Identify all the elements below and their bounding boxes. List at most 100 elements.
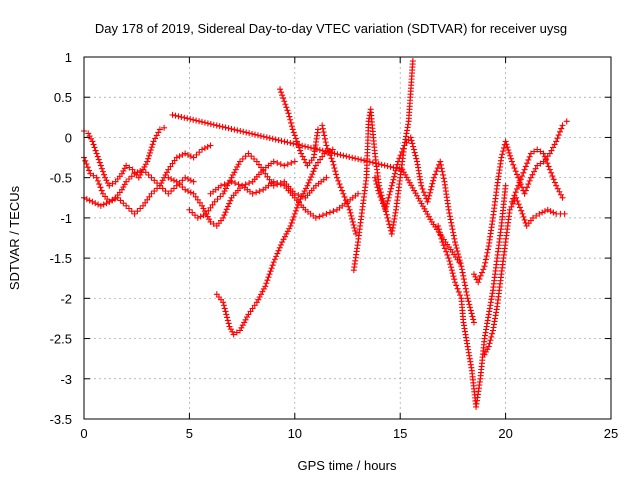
data-point (96, 181, 103, 188)
data-point (121, 165, 128, 172)
data-point (339, 187, 346, 194)
data-point (500, 144, 507, 151)
data-point (206, 216, 213, 223)
data-point (524, 160, 531, 167)
data-marks (81, 58, 570, 410)
data-point (221, 188, 228, 195)
data-point (292, 135, 299, 142)
data-point (323, 210, 330, 217)
data-point (137, 205, 144, 212)
data-point (290, 140, 297, 147)
data-point (184, 115, 191, 122)
y-tick-label: -2 (60, 291, 72, 306)
data-point (410, 146, 417, 153)
data-point (210, 220, 217, 227)
data-point (277, 181, 284, 188)
data-point (407, 134, 414, 141)
data-point (295, 192, 302, 199)
data-point (374, 184, 381, 191)
y-tick-label: 0 (65, 130, 72, 145)
data-point (288, 123, 295, 130)
y-tick-label: -3 (60, 372, 72, 387)
data-point (165, 166, 172, 173)
data-point (541, 153, 548, 160)
data-point (346, 153, 353, 160)
data-point (551, 141, 558, 148)
data-point (232, 166, 239, 173)
data-point (410, 143, 417, 150)
data-point (481, 351, 488, 358)
data-point (104, 180, 111, 187)
data-point (222, 209, 229, 216)
data-point (361, 157, 368, 164)
data-point (393, 165, 400, 172)
data-point (248, 153, 255, 160)
data-point (391, 170, 398, 177)
data-point (319, 122, 326, 129)
data-point (223, 311, 230, 318)
data-point (447, 261, 454, 268)
data-point (217, 193, 224, 200)
data-point (170, 177, 177, 184)
data-point (219, 123, 226, 130)
data-point (194, 196, 201, 203)
data-point (337, 184, 344, 191)
data-point (209, 201, 216, 208)
data-point (476, 276, 483, 283)
data-point (553, 138, 560, 145)
data-point (103, 200, 110, 207)
data-point (475, 279, 482, 286)
data-point (277, 161, 284, 168)
data-point (468, 310, 475, 317)
data-point (430, 174, 437, 181)
data-point (93, 150, 100, 157)
data-point (83, 160, 90, 167)
data-point (246, 130, 253, 137)
data-point (196, 199, 203, 206)
data-point (142, 199, 149, 206)
data-point (484, 249, 491, 256)
data-point (140, 166, 147, 173)
data-point (192, 193, 199, 200)
data-point (522, 163, 529, 170)
data-point (269, 262, 276, 269)
data-point (464, 292, 471, 299)
data-point (462, 285, 469, 292)
data-point (522, 187, 529, 194)
data-point (175, 113, 182, 120)
data-point (508, 155, 515, 162)
data-point (547, 208, 554, 215)
data-point (293, 138, 300, 145)
data-point (293, 204, 300, 211)
data-point (262, 283, 269, 290)
data-point (372, 160, 379, 167)
data-point (253, 189, 260, 196)
data-point (227, 197, 234, 204)
data-point (179, 151, 186, 158)
data-point (291, 132, 298, 139)
data-point (395, 158, 402, 165)
data-point (548, 169, 555, 176)
data-point (386, 221, 393, 228)
data-point (228, 125, 235, 132)
data-point (97, 184, 104, 191)
data-point (563, 118, 570, 125)
data-point (513, 171, 520, 178)
data-point (462, 282, 469, 289)
data-point (546, 150, 553, 157)
data-point (482, 259, 489, 266)
data-point (313, 146, 320, 153)
data-point (516, 179, 523, 186)
data-point (200, 212, 207, 219)
data-point (448, 264, 455, 271)
data-point (220, 299, 227, 306)
data-point (126, 164, 133, 171)
data-point (256, 293, 263, 300)
data-point (196, 149, 203, 156)
data-point (550, 144, 557, 151)
data-point (435, 222, 442, 229)
data-point (288, 159, 295, 166)
y-tick-label: -1 (60, 211, 72, 226)
data-point (90, 141, 97, 148)
data-point (278, 89, 285, 96)
